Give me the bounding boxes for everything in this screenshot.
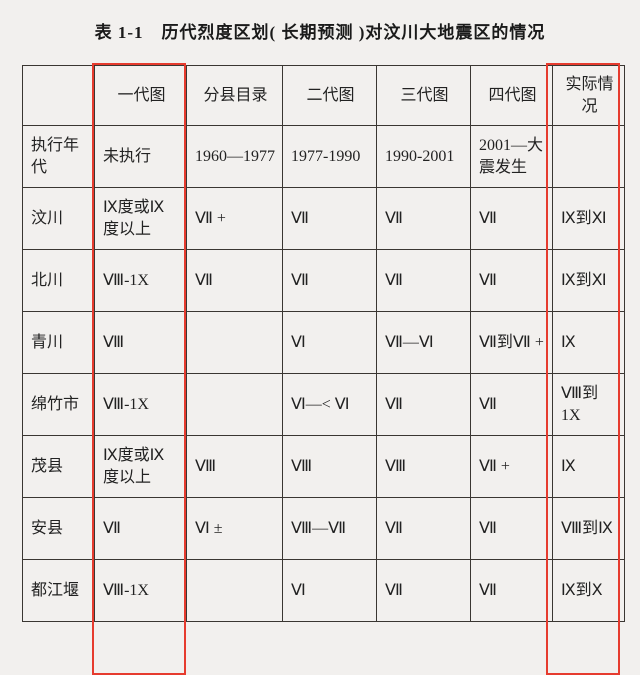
cell: Ⅸ: [553, 436, 625, 498]
cell: Ⅸ到Ⅹ: [553, 560, 625, 622]
cell: Ⅷ—Ⅶ: [283, 498, 377, 560]
cell: Ⅷ-1X: [95, 374, 187, 436]
cell: Ⅷ: [95, 312, 187, 374]
cell: Ⅸ度或Ⅸ度以上: [95, 188, 187, 250]
cell: Ⅶ: [377, 188, 471, 250]
row-label: 汶川: [23, 188, 95, 250]
table-row: 汶川 Ⅸ度或Ⅸ度以上 Ⅶ + Ⅶ Ⅶ Ⅶ Ⅸ到Ⅺ: [23, 188, 625, 250]
cell: Ⅶ: [95, 498, 187, 560]
table-title: 表 1-1 历代烈度区划( 长期预测 )对汶川大地震区的情况: [22, 18, 618, 43]
row-label: 都江堰: [23, 560, 95, 622]
cell: Ⅶ: [377, 560, 471, 622]
col-header: 一代图: [95, 66, 187, 126]
table-row: 绵竹市 Ⅷ-1X Ⅵ—< Ⅵ Ⅶ Ⅶ Ⅷ到 1X: [23, 374, 625, 436]
row-label: 北川: [23, 250, 95, 312]
cell: Ⅷ-1X: [95, 560, 187, 622]
intensity-table: 一代图 分县目录 二代图 三代图 四代图 实际情况 执行年代 未执行 1960—…: [22, 65, 625, 622]
cell: Ⅷ-1X: [95, 250, 187, 312]
cell: Ⅵ: [283, 312, 377, 374]
row-label: 青川: [23, 312, 95, 374]
cell: Ⅷ: [283, 436, 377, 498]
table-row: 青川 Ⅷ Ⅵ Ⅶ—Ⅵ Ⅶ到Ⅶ + Ⅸ: [23, 312, 625, 374]
cell: Ⅶ +: [187, 188, 283, 250]
cell: Ⅶ到Ⅶ +: [471, 312, 553, 374]
cell: [187, 312, 283, 374]
col-header: 二代图: [283, 66, 377, 126]
cell: Ⅷ到Ⅸ: [553, 498, 625, 560]
col-header: 实际情况: [553, 66, 625, 126]
cell: Ⅵ ±: [187, 498, 283, 560]
row-label: 绵竹市: [23, 374, 95, 436]
cell: 1977-1990: [283, 126, 377, 188]
cell: Ⅵ—< Ⅵ: [283, 374, 377, 436]
col-header: 三代图: [377, 66, 471, 126]
col-header: [23, 66, 95, 126]
row-label: 执行年代: [23, 126, 95, 188]
cell: Ⅶ: [471, 250, 553, 312]
cell: Ⅶ: [283, 250, 377, 312]
cell: 1960—1977: [187, 126, 283, 188]
cell: [553, 126, 625, 188]
cell: Ⅶ: [471, 498, 553, 560]
cell: Ⅸ度或Ⅸ度以上: [95, 436, 187, 498]
col-header: 四代图: [471, 66, 553, 126]
cell: Ⅶ: [471, 188, 553, 250]
cell: 1990-2001: [377, 126, 471, 188]
cell: Ⅶ +: [471, 436, 553, 498]
table-header-row: 一代图 分县目录 二代图 三代图 四代图 实际情况: [23, 66, 625, 126]
cell: Ⅶ: [377, 498, 471, 560]
cell: Ⅷ: [377, 436, 471, 498]
row-label: 茂县: [23, 436, 95, 498]
cell: 未执行: [95, 126, 187, 188]
cell: Ⅶ: [377, 374, 471, 436]
table-row: 都江堰 Ⅷ-1X Ⅵ Ⅶ Ⅶ Ⅸ到Ⅹ: [23, 560, 625, 622]
cell: [187, 560, 283, 622]
table-row: 执行年代 未执行 1960—1977 1977-1990 1990-2001 2…: [23, 126, 625, 188]
table-container: 一代图 分县目录 二代图 三代图 四代图 实际情况 执行年代 未执行 1960—…: [22, 65, 618, 622]
cell: Ⅷ到 1X: [553, 374, 625, 436]
cell: Ⅶ: [471, 560, 553, 622]
cell: Ⅸ到Ⅺ: [553, 188, 625, 250]
col-header: 分县目录: [187, 66, 283, 126]
cell: [187, 374, 283, 436]
cell: Ⅶ: [187, 250, 283, 312]
cell: Ⅸ到Ⅺ: [553, 250, 625, 312]
table-row: 北川 Ⅷ-1X Ⅶ Ⅶ Ⅶ Ⅶ Ⅸ到Ⅺ: [23, 250, 625, 312]
cell: 2001—大震发生: [471, 126, 553, 188]
table-row: 茂县 Ⅸ度或Ⅸ度以上 Ⅷ Ⅷ Ⅷ Ⅶ + Ⅸ: [23, 436, 625, 498]
cell: Ⅸ: [553, 312, 625, 374]
row-label: 安县: [23, 498, 95, 560]
cell: Ⅶ: [283, 188, 377, 250]
cell: Ⅶ: [471, 374, 553, 436]
cell: Ⅵ: [283, 560, 377, 622]
cell: Ⅶ: [377, 250, 471, 312]
cell: Ⅷ: [187, 436, 283, 498]
cell: Ⅶ—Ⅵ: [377, 312, 471, 374]
table-row: 安县 Ⅶ Ⅵ ± Ⅷ—Ⅶ Ⅶ Ⅶ Ⅷ到Ⅸ: [23, 498, 625, 560]
